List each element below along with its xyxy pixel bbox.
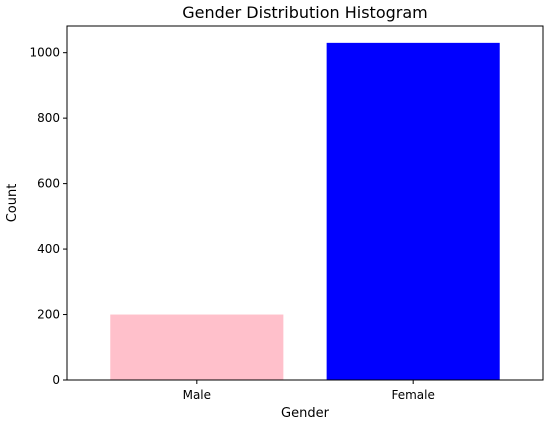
y-tick-label: 600 [37, 177, 60, 191]
y-tick-label: 0 [52, 373, 60, 387]
bar-female [326, 42, 500, 380]
x-axis-label: Gender [281, 406, 330, 421]
bars-group [110, 42, 500, 380]
x-tick-label-female: Female [391, 388, 434, 402]
y-tick-label: 1000 [29, 46, 60, 60]
x-axis-ticks: Male Female [183, 380, 435, 402]
x-tick-label-male: Male [183, 388, 211, 402]
y-tick-label: 800 [37, 111, 60, 125]
chart-title: Gender Distribution Histogram [182, 3, 427, 22]
y-tick-label: 400 [37, 242, 60, 256]
bar-male [110, 314, 284, 380]
plot-frame [66, 25, 544, 381]
y-axis-ticks: 0 200 400 600 800 1000 [29, 46, 67, 387]
y-tick-label: 200 [37, 308, 60, 322]
y-axis-label: Count [5, 184, 20, 223]
